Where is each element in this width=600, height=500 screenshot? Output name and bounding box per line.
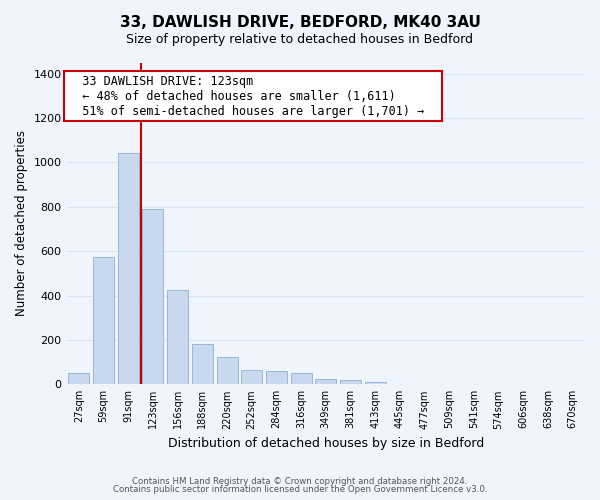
Bar — [142, 209, 163, 384]
Bar — [365, 382, 386, 384]
Bar — [290, 373, 311, 384]
Bar — [241, 370, 262, 384]
Bar — [68, 373, 89, 384]
Bar — [315, 379, 336, 384]
Bar — [192, 344, 213, 385]
Text: Size of property relative to detached houses in Bedford: Size of property relative to detached ho… — [127, 32, 473, 46]
Bar — [167, 290, 188, 384]
Text: 33, DAWLISH DRIVE, BEDFORD, MK40 3AU: 33, DAWLISH DRIVE, BEDFORD, MK40 3AU — [119, 15, 481, 30]
Text: Contains HM Land Registry data © Crown copyright and database right 2024.: Contains HM Land Registry data © Crown c… — [132, 477, 468, 486]
Bar — [93, 256, 114, 384]
Y-axis label: Number of detached properties: Number of detached properties — [15, 130, 28, 316]
Bar — [266, 371, 287, 384]
Text: Contains public sector information licensed under the Open Government Licence v3: Contains public sector information licen… — [113, 485, 487, 494]
Bar — [340, 380, 361, 384]
Bar — [217, 356, 238, 384]
Text: 33 DAWLISH DRIVE: 123sqm
  ← 48% of detached houses are smaller (1,611)
  51% of: 33 DAWLISH DRIVE: 123sqm ← 48% of detach… — [68, 74, 438, 118]
Bar — [118, 154, 139, 384]
X-axis label: Distribution of detached houses by size in Bedford: Distribution of detached houses by size … — [167, 437, 484, 450]
